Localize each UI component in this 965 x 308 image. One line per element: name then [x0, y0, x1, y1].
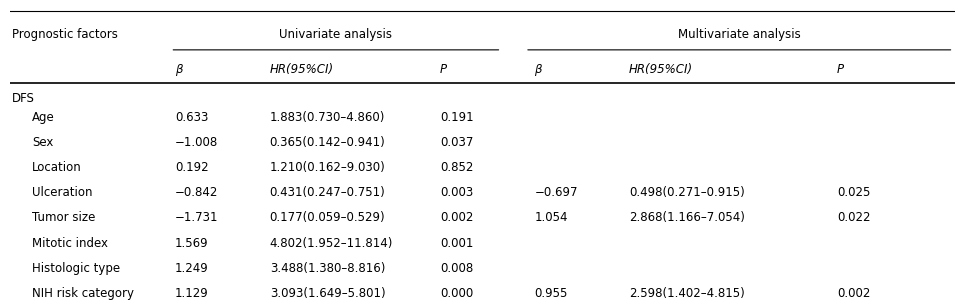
- Text: DFS: DFS: [12, 92, 35, 105]
- Text: 1.129: 1.129: [176, 287, 208, 300]
- Text: −1.008: −1.008: [176, 136, 218, 149]
- Text: Location: Location: [33, 161, 82, 174]
- Text: 3.488(1.380–8.816): 3.488(1.380–8.816): [270, 261, 385, 275]
- Text: Multivariate analysis: Multivariate analysis: [677, 28, 801, 41]
- Text: 1.569: 1.569: [176, 237, 208, 249]
- Text: Prognostic factors: Prognostic factors: [12, 28, 118, 41]
- Text: β: β: [535, 63, 542, 76]
- Text: 1.249: 1.249: [176, 261, 208, 275]
- Text: −0.697: −0.697: [535, 186, 578, 200]
- Text: 0.177(0.059–0.529): 0.177(0.059–0.529): [270, 212, 385, 225]
- Text: 0.002: 0.002: [838, 287, 870, 300]
- Text: 0.008: 0.008: [440, 261, 473, 275]
- Text: Sex: Sex: [33, 136, 54, 149]
- Text: β: β: [176, 63, 182, 76]
- Text: 0.191: 0.191: [440, 111, 474, 124]
- Text: P: P: [838, 63, 844, 76]
- Text: NIH risk category: NIH risk category: [33, 287, 134, 300]
- Text: Ulceration: Ulceration: [33, 186, 93, 200]
- Text: −1.731: −1.731: [176, 212, 219, 225]
- Text: P: P: [440, 63, 447, 76]
- Text: 0.025: 0.025: [838, 186, 870, 200]
- Text: Univariate analysis: Univariate analysis: [280, 28, 393, 41]
- Text: HR(95%CI): HR(95%CI): [629, 63, 693, 76]
- Text: 0.022: 0.022: [838, 212, 870, 225]
- Text: 0.852: 0.852: [440, 161, 473, 174]
- Text: 0.955: 0.955: [535, 287, 567, 300]
- Text: HR(95%CI): HR(95%CI): [270, 63, 334, 76]
- Text: Age: Age: [33, 111, 55, 124]
- Text: Mitotic index: Mitotic index: [33, 237, 108, 249]
- Text: 0.633: 0.633: [176, 111, 208, 124]
- Text: 0.001: 0.001: [440, 237, 473, 249]
- Text: 1.883(0.730–4.860): 1.883(0.730–4.860): [270, 111, 385, 124]
- Text: −0.842: −0.842: [176, 186, 218, 200]
- Text: Histologic type: Histologic type: [33, 261, 121, 275]
- Text: Tumor size: Tumor size: [33, 212, 96, 225]
- Text: 2.598(1.402–4.815): 2.598(1.402–4.815): [629, 287, 745, 300]
- Text: 0.002: 0.002: [440, 212, 473, 225]
- Text: 0.365(0.142–0.941): 0.365(0.142–0.941): [270, 136, 385, 149]
- Text: 0.037: 0.037: [440, 136, 473, 149]
- Text: 1.210(0.162–9.030): 1.210(0.162–9.030): [270, 161, 385, 174]
- Text: 0.192: 0.192: [176, 161, 208, 174]
- Text: 3.093(1.649–5.801): 3.093(1.649–5.801): [270, 287, 385, 300]
- Text: 0.498(0.271–0.915): 0.498(0.271–0.915): [629, 186, 745, 200]
- Text: 0.000: 0.000: [440, 287, 473, 300]
- Text: 0.431(0.247–0.751): 0.431(0.247–0.751): [270, 186, 385, 200]
- Text: 1.054: 1.054: [535, 212, 568, 225]
- Text: 4.802(1.952–11.814): 4.802(1.952–11.814): [270, 237, 393, 249]
- Text: 0.003: 0.003: [440, 186, 473, 200]
- Text: 2.868(1.166–7.054): 2.868(1.166–7.054): [629, 212, 745, 225]
